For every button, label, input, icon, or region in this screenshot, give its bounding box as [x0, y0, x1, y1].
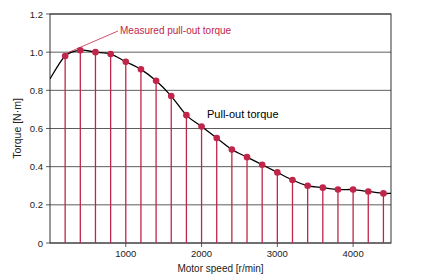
stem-marker: [380, 190, 387, 197]
stem: [171, 96, 172, 243]
y-tick-label: 0.8: [30, 85, 43, 96]
x-tick: [201, 243, 202, 247]
grid-line: [50, 128, 391, 129]
x-tick: [277, 243, 278, 247]
x-tick-label: 2000: [191, 248, 212, 259]
y-tick: [46, 90, 50, 91]
stem-marker: [320, 184, 327, 191]
y-tick: [46, 166, 50, 167]
stem-marker: [107, 51, 114, 58]
stem: [383, 193, 384, 243]
stem: [140, 69, 141, 243]
grid-line: [50, 90, 391, 91]
stem-marker: [168, 93, 175, 100]
y-tick-label: 0: [38, 238, 43, 249]
stem-marker: [244, 154, 251, 161]
stem-marker: [229, 146, 236, 153]
stem: [262, 165, 263, 243]
x-axis: 1000 2000 3000 4000: [115, 243, 363, 259]
grid-line: [50, 166, 391, 167]
stem-marker: [213, 135, 220, 142]
series-label: Measured pull-out torque: [120, 25, 232, 36]
stem: [216, 138, 217, 243]
stem: [337, 190, 338, 243]
x-tick-label: 1000: [115, 248, 136, 259]
stem-marker: [350, 186, 357, 193]
y-axis-label: Torque [N·m]: [11, 98, 23, 159]
stem-marker: [365, 188, 372, 195]
x-axis-label: Motor speed [r/min]: [177, 263, 263, 274]
grid-line: [50, 204, 391, 205]
stem: [231, 149, 232, 243]
stem: [292, 180, 293, 243]
y-tick-label: 0.2: [30, 199, 43, 210]
stem: [201, 127, 202, 243]
background: [0, 0, 423, 280]
y-tick: [46, 128, 50, 129]
stem: [125, 62, 126, 243]
stem: [322, 188, 323, 243]
y-tick: [46, 52, 50, 53]
stem-marker: [183, 112, 190, 119]
stem-marker: [92, 49, 99, 56]
curve: [50, 50, 391, 193]
stem: [186, 115, 187, 243]
y-tick-label: 0.6: [30, 123, 43, 134]
x-tick-label: 3000: [267, 248, 288, 259]
x-tick-label: 4000: [343, 248, 364, 259]
y-tick-label: 1.2: [30, 9, 43, 20]
stem: [352, 190, 353, 243]
stem-marker: [274, 169, 281, 176]
stem-marker: [122, 58, 129, 65]
y-tick: [46, 14, 50, 15]
chart: 0 0.2 0.4 0.6 0.8 1.0 1.2 1000 2000 3000 4000 Motor…: [0, 0, 423, 280]
stem: [110, 54, 111, 243]
plot-frame: [50, 14, 391, 243]
stem-marker: [153, 77, 160, 84]
stem: [95, 52, 96, 243]
stem: [80, 50, 81, 243]
annotations: Pull-out torque Measured pull-out torque: [67, 25, 278, 120]
x-tick: [125, 243, 126, 247]
y-tick: [46, 204, 50, 205]
stem-marker: [62, 53, 69, 60]
stem-marker: [138, 66, 145, 73]
stem-marker: [198, 123, 205, 130]
y-tick: [46, 243, 50, 244]
stem-marker: [259, 161, 266, 168]
marks: [50, 47, 391, 243]
stem-marker: [289, 177, 296, 184]
stem: [65, 56, 66, 243]
stem: [277, 172, 278, 243]
leader-line: [67, 31, 118, 53]
y-axis: 0 0.2 0.4 0.6 0.8 1.0 1.2: [30, 9, 391, 249]
y-tick-label: 1.0: [30, 47, 43, 58]
y-tick-label: 0.4: [30, 161, 43, 172]
stem: [155, 81, 156, 243]
stem-marker: [304, 182, 311, 189]
stem: [368, 191, 369, 243]
stem-marker: [335, 186, 342, 193]
x-tick: [353, 243, 354, 247]
stem: [307, 186, 308, 243]
stem: [246, 157, 247, 243]
series-label: Pull-out torque: [207, 108, 279, 120]
